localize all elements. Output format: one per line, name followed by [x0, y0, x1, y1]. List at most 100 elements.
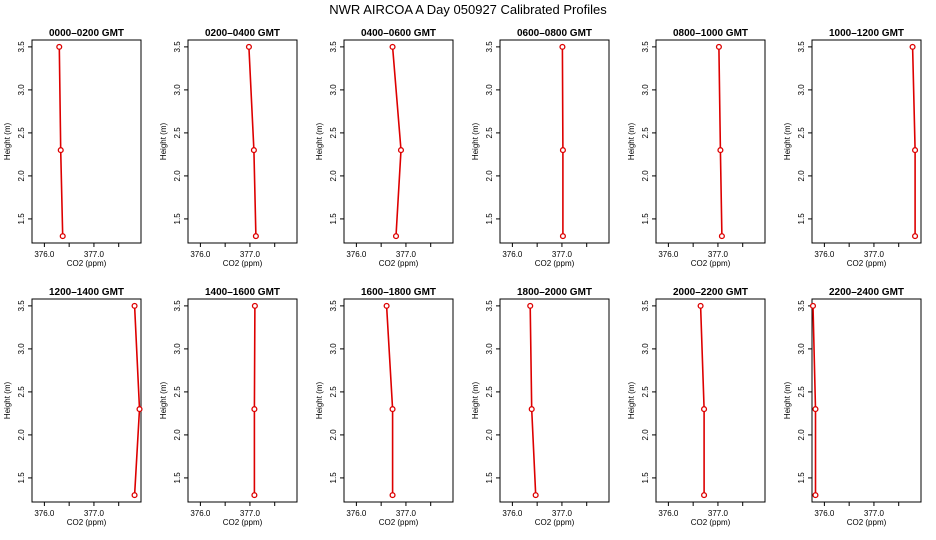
profile-line: [253, 305, 256, 496]
y-tick-label: 2.5: [17, 127, 26, 139]
profile-line: [561, 46, 564, 237]
y-axis-label: Height (m): [315, 381, 324, 419]
data-point: [383, 302, 390, 309]
y-tick-label: 1.5: [485, 213, 494, 225]
x-tick-label: 376.0: [658, 509, 679, 518]
y-tick-label: 3.0: [17, 343, 26, 355]
y-tick-label: 2.0: [485, 429, 494, 441]
data-point: [912, 233, 919, 240]
y-axis-label: Height (m): [627, 381, 636, 419]
profile-line: [718, 46, 723, 237]
y-axis-label: Height (m): [783, 122, 792, 160]
data-point: [559, 147, 566, 154]
x-tick-label: 376.0: [346, 250, 367, 259]
y-tick-label: 2.0: [641, 170, 650, 182]
y-axis-label: Height (m): [3, 122, 12, 160]
plot-frame: [187, 298, 298, 503]
data-point: [251, 302, 258, 309]
data-point: [701, 492, 708, 499]
y-axis-label: Height (m): [159, 381, 168, 419]
y-tick-label: 3.5: [641, 41, 650, 53]
data-point: [57, 147, 64, 154]
data-point: [131, 492, 138, 499]
y-tick-label: 3.5: [173, 41, 182, 53]
profile-line: [529, 305, 537, 496]
data-point: [697, 302, 704, 309]
data-point: [389, 492, 396, 499]
x-tick-label: 376.0: [346, 509, 367, 518]
y-tick-label: 2.0: [17, 170, 26, 182]
data-point: [56, 43, 63, 50]
y-tick-label: 3.0: [173, 343, 182, 355]
panel-title: 0200–0400 GMT: [205, 28, 280, 39]
x-tick-label: 377.0: [864, 250, 885, 259]
data-point: [131, 302, 138, 309]
data-point: [809, 302, 817, 309]
data-point: [718, 233, 725, 240]
data-point: [559, 43, 566, 50]
y-tick-label: 2.5: [329, 127, 338, 139]
y-tick-label: 1.5: [329, 472, 338, 484]
x-axis-label: CO2 (ppm): [223, 518, 263, 527]
plot-frame: [655, 39, 766, 244]
y-tick-label: 1.5: [485, 472, 494, 484]
profile-line: [58, 46, 64, 237]
y-tick-label: 2.0: [485, 170, 494, 182]
x-tick-label: 377.0: [708, 509, 729, 518]
y-tick-label: 3.5: [485, 41, 494, 53]
x-axis-label: CO2 (ppm): [223, 259, 263, 268]
y-tick-label: 2.5: [797, 386, 806, 398]
plot-frame: [811, 39, 922, 244]
y-tick-label: 3.5: [797, 41, 806, 53]
x-tick-label: 376.0: [190, 250, 211, 259]
profile-line: [248, 46, 257, 237]
x-tick-label: 377.0: [552, 250, 573, 259]
data-point: [59, 233, 66, 240]
y-axis-label: Height (m): [159, 122, 168, 160]
data-point: [532, 492, 539, 499]
y-tick-label: 3.5: [329, 41, 338, 53]
y-tick-label: 2.5: [173, 127, 182, 139]
panel-title: 1200–1400 GMT: [49, 287, 124, 298]
data-point: [397, 147, 405, 154]
panel-title: 1600–1800 GMT: [361, 287, 436, 298]
y-tick-label: 2.0: [641, 429, 650, 441]
x-tick-label: 376.0: [34, 509, 55, 518]
profile-line: [911, 46, 916, 237]
x-tick-label: 377.0: [84, 250, 105, 259]
plot-frame: [31, 298, 142, 503]
y-tick-label: 3.0: [485, 343, 494, 355]
panel-title: 1400–1600 GMT: [205, 287, 280, 298]
x-axis-label: CO2 (ppm): [535, 518, 575, 527]
data-point: [701, 406, 708, 413]
x-tick-label: 377.0: [240, 509, 261, 518]
y-tick-label: 1.5: [17, 472, 26, 484]
y-tick-label: 2.5: [329, 386, 338, 398]
y-tick-label: 3.5: [485, 300, 494, 312]
plot-frame: [499, 298, 610, 503]
profile-line: [385, 305, 394, 496]
panel-title: 2000–2200 GMT: [673, 287, 748, 298]
data-point: [559, 233, 566, 240]
y-tick-label: 1.5: [173, 213, 182, 225]
y-tick-label: 1.5: [641, 472, 650, 484]
panel-title: 0600–0800 GMT: [517, 28, 592, 39]
panel-title: 2200–2400 GMT: [829, 287, 904, 298]
y-tick-label: 2.5: [485, 127, 494, 139]
y-tick-label: 1.5: [797, 472, 806, 484]
y-axis-label: Height (m): [471, 122, 480, 160]
x-axis-label: CO2 (ppm): [691, 259, 731, 268]
y-axis-label: Height (m): [315, 122, 324, 160]
data-point: [812, 406, 819, 413]
y-tick-label: 2.0: [797, 170, 806, 182]
y-tick-label: 3.0: [17, 84, 26, 96]
